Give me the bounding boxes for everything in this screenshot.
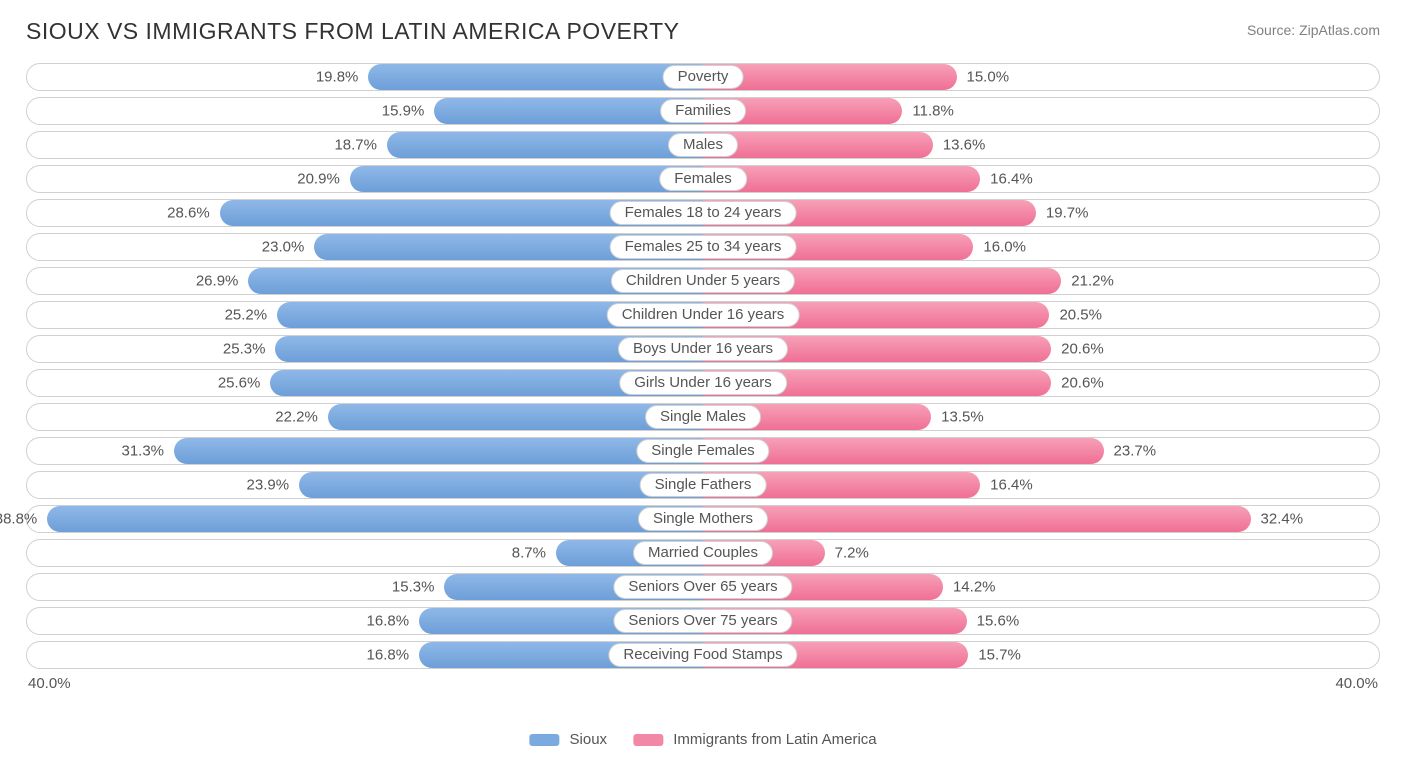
value-left: 15.9% [382, 103, 425, 120]
row-label-pill: Children Under 16 years [607, 303, 800, 327]
value-right: 13.5% [941, 409, 984, 426]
row-label-pill: Single Mothers [638, 507, 768, 531]
value-right: 7.2% [835, 545, 869, 562]
chart-container: SIOUX VS IMMIGRANTS FROM LATIN AMERICA P… [0, 0, 1406, 758]
value-left: 23.9% [247, 477, 290, 494]
value-right: 13.6% [943, 137, 986, 154]
row-label-pill: Females 25 to 34 years [610, 235, 797, 259]
value-right: 19.7% [1046, 205, 1089, 222]
chart-row: 38.8%32.4%Single Mothers [26, 505, 1380, 533]
value-right: 32.4% [1261, 511, 1304, 528]
value-left: 22.2% [275, 409, 318, 426]
chart-row: 23.9% 16.4% Single Fathers [26, 471, 1380, 499]
value-left: 8.7% [512, 545, 546, 562]
chart-row: 25.6% 20.6% Girls Under 16 years [26, 369, 1380, 397]
row-label-pill: Single Males [645, 405, 761, 429]
value-right: 21.2% [1071, 273, 1114, 290]
value-right: 15.7% [978, 647, 1021, 664]
value-left: 28.6% [167, 205, 210, 222]
value-left: 15.3% [392, 579, 435, 596]
value-left: 16.8% [367, 613, 410, 630]
chart-row: 22.2% 13.5% Single Males [26, 403, 1380, 431]
axis-left-label: 40.0% [28, 675, 71, 692]
row-label-pill: Single Fathers [640, 473, 767, 497]
value-right: 20.6% [1061, 341, 1104, 358]
value-right: 20.6% [1061, 375, 1104, 392]
value-right: 16.0% [983, 239, 1026, 256]
value-left: 20.9% [297, 171, 340, 188]
row-label-pill: Married Couples [633, 541, 773, 565]
row-label-pill: Girls Under 16 years [619, 371, 787, 395]
value-left: 25.6% [218, 375, 261, 392]
bar-left [47, 506, 703, 532]
chart-title: SIOUX VS IMMIGRANTS FROM LATIN AMERICA P… [26, 18, 679, 45]
row-label-pill: Receiving Food Stamps [608, 643, 797, 667]
value-right: 16.4% [990, 171, 1033, 188]
row-label-pill: Females [659, 167, 747, 191]
chart-row: 20.9% 16.4% Females [26, 165, 1380, 193]
row-label-pill: Males [668, 133, 738, 157]
bar-left [174, 438, 703, 464]
bar-left [387, 132, 703, 158]
chart-row: 25.2% 20.5% Children Under 16 years [26, 301, 1380, 329]
row-label-pill: Females 18 to 24 years [610, 201, 797, 225]
value-right: 14.2% [953, 579, 996, 596]
chart-row: 23.0% 16.0% Females 25 to 34 years [26, 233, 1380, 261]
value-right: 15.6% [977, 613, 1020, 630]
chart-axis: 40.0% 40.0% [26, 675, 1380, 692]
value-left: 25.3% [223, 341, 266, 358]
value-right: 16.4% [990, 477, 1033, 494]
chart-row: 16.8% 15.6% Seniors Over 75 years [26, 607, 1380, 635]
value-right: 23.7% [1114, 443, 1157, 460]
chart-source: Source: ZipAtlas.com [1247, 22, 1380, 38]
row-label-pill: Poverty [663, 65, 744, 89]
legend-label-right: Immigrants from Latin America [673, 731, 876, 748]
value-left: 25.2% [225, 307, 268, 324]
chart-row: 8.7% 7.2% Married Couples [26, 539, 1380, 567]
value-left: 19.8% [316, 69, 359, 86]
chart-row: 15.9% 11.8% Families [26, 97, 1380, 125]
row-label-pill: Boys Under 16 years [618, 337, 788, 361]
chart-row: 31.3% 23.7% Single Females [26, 437, 1380, 465]
chart-row: 28.6% 19.7% Females 18 to 24 years [26, 199, 1380, 227]
bar-left [350, 166, 703, 192]
value-right: 15.0% [967, 69, 1010, 86]
legend-item-right: Immigrants from Latin America [633, 731, 877, 748]
chart-row: 25.3% 20.6% Boys Under 16 years [26, 335, 1380, 363]
legend-swatch-right [633, 734, 663, 746]
chart-row: 16.8% 15.7% Receiving Food Stamps [26, 641, 1380, 669]
legend-swatch-left [529, 734, 559, 746]
value-right: 20.5% [1059, 307, 1102, 324]
value-left: 38.8% [0, 511, 37, 528]
bar-left [368, 64, 703, 90]
chart-row: 15.3% 14.2% Seniors Over 65 years [26, 573, 1380, 601]
row-label-pill: Seniors Over 65 years [613, 575, 792, 599]
bar-right [703, 506, 1251, 532]
chart-header: SIOUX VS IMMIGRANTS FROM LATIN AMERICA P… [26, 18, 1380, 45]
row-label-pill: Seniors Over 75 years [613, 609, 792, 633]
chart-legend: Sioux Immigrants from Latin America [529, 731, 876, 748]
value-left: 16.8% [367, 647, 410, 664]
legend-label-left: Sioux [570, 731, 608, 748]
row-label-pill: Families [660, 99, 746, 123]
chart-row: 19.8% 15.0% Poverty [26, 63, 1380, 91]
chart-rows: 19.8% 15.0% Poverty 15.9% 11.8% Families 18.7%… [26, 63, 1380, 669]
legend-item-left: Sioux [529, 731, 607, 748]
row-label-pill: Single Females [636, 439, 769, 463]
value-left: 26.9% [196, 273, 239, 290]
axis-right-label: 40.0% [1335, 675, 1378, 692]
value-left: 23.0% [262, 239, 305, 256]
value-right: 11.8% [912, 103, 953, 120]
chart-row: 18.7% 13.6% Males [26, 131, 1380, 159]
value-left: 18.7% [334, 137, 377, 154]
row-label-pill: Children Under 5 years [611, 269, 795, 293]
value-left: 31.3% [121, 443, 164, 460]
chart-row: 26.9% 21.2% Children Under 5 years [26, 267, 1380, 295]
